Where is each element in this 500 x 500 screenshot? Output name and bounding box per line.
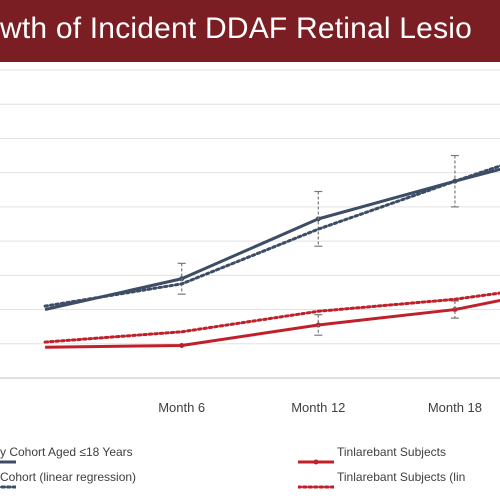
line-chart: Month 6 Month 12 Month 18: [0, 69, 500, 415]
legend-swatch-marker: [313, 459, 319, 465]
legend-swatch: [0, 460, 16, 464]
chart-title-banner: wth of Incident DDAF Retinal Lesio: [0, 0, 500, 62]
legend-label-natural-history: y Cohort Aged ≤18 Years: [0, 445, 133, 459]
data-point-series-2: [452, 307, 458, 313]
legend-label-tinlarebant: Tinlarebant Subjects: [337, 445, 446, 459]
chart-title: wth of Incident DDAF Retinal Lesio: [0, 12, 473, 45]
series-line-1: [43, 164, 500, 308]
legend-swatch-marker: [0, 460, 1, 464]
series-line-3: [43, 291, 500, 344]
legend-swatch: [298, 459, 334, 465]
data-point-series-2: [179, 342, 185, 348]
legend-label-natural-history-regression: Cohort (linear regression): [0, 470, 137, 484]
legend-swatch: [0, 485, 18, 489]
x-tick-label: Month 12: [291, 400, 345, 415]
x-tick-label: Month 6: [158, 400, 205, 415]
legend-key-natural-history: [0, 452, 16, 470]
legend-swatch: [296, 485, 336, 489]
legend-label-tinlarebant-regression: Tinlarebant Subjects (lin: [337, 470, 466, 484]
legend-key-tinlarebant: [298, 452, 334, 470]
series-line-0: [44, 167, 500, 312]
x-tick-label: Month 18: [428, 400, 482, 415]
legend-key-tinlarebant-regression: [296, 477, 336, 495]
legend-key-natural-history-regression: [0, 477, 18, 495]
